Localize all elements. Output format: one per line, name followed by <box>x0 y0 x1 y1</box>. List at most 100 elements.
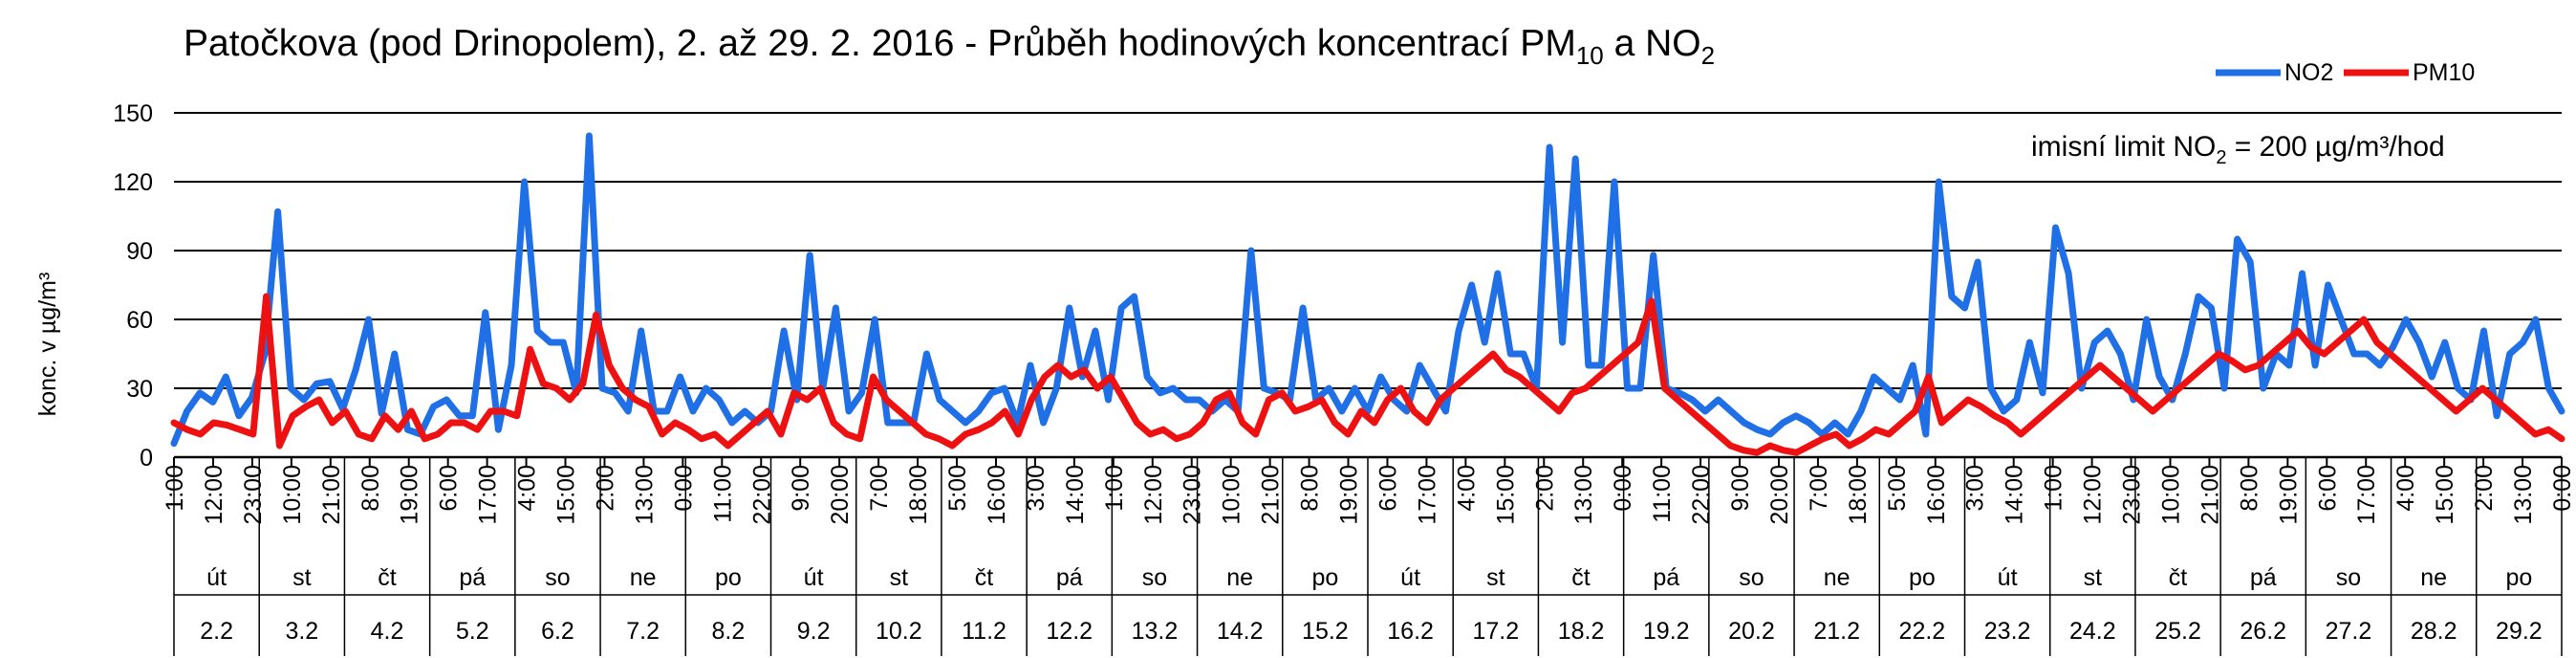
date-label: 10.2 <box>876 618 922 645</box>
legend: NO2 PM10 <box>2216 59 2475 86</box>
x-tick-label: 23:00 <box>1180 465 1206 525</box>
weekday-label: pá <box>1653 564 1679 591</box>
date-label: 20.2 <box>1728 618 1775 645</box>
x-tick-label: 8:00 <box>1297 465 1324 512</box>
date-label: 17.2 <box>1472 618 1519 645</box>
y-tick-label: 150 <box>113 100 153 127</box>
weekday-label: pá <box>459 564 486 591</box>
weekday-label: st <box>890 564 909 591</box>
y-axis-label: konc. v µg/m³ <box>34 273 61 417</box>
weekday-label: čt <box>378 564 397 591</box>
legend-label-pm10: PM10 <box>2413 59 2475 86</box>
weekday-label: so <box>1739 564 1764 591</box>
weekday-label: po <box>2505 564 2532 591</box>
date-label: 23.2 <box>1984 618 2031 645</box>
date-label: 25.2 <box>2154 618 2201 645</box>
x-tick-label: 5:00 <box>1884 465 1911 512</box>
x-tick-label: 18:00 <box>905 465 932 525</box>
date-label: 18.2 <box>1558 618 1605 645</box>
date-label: 28.2 <box>2411 618 2457 645</box>
weekday-label: st <box>292 564 312 591</box>
x-tick-label: 14:00 <box>2002 465 2028 525</box>
y-tick-labels: 0 30 60 90 120 150 <box>113 100 153 472</box>
x-tick-label: 11:00 <box>1649 465 1676 523</box>
weekday-label: út <box>1400 564 1420 591</box>
series-group <box>170 132 2565 456</box>
weekday-label: ne <box>1226 564 1253 591</box>
weekday-label: pá <box>1056 564 1083 591</box>
x-tick-label: 9:00 <box>1727 465 1754 512</box>
x-tick-label: 12:00 <box>1140 465 1167 525</box>
x-tick-label: 4:00 <box>1453 465 1480 512</box>
x-tick-label: 18:00 <box>1845 465 1872 525</box>
weekday-label: st <box>2084 564 2103 591</box>
x-tick-label: 17:00 <box>1414 465 1440 525</box>
date-label: 2.2 <box>200 618 233 645</box>
chart-title: Patočkova (pod Drinopolem), 2. až 29. 2.… <box>184 23 1715 70</box>
legend-label-no2: NO2 <box>2284 59 2333 86</box>
weekday-label: po <box>1311 564 1338 591</box>
x-tick-label: 10:00 <box>1219 465 1245 525</box>
x-axis: 1:00 12:00 23:00 10:00 21:00 8:00 19:00 6:00 17:… <box>162 457 2576 656</box>
x-tick-label: 22:00 <box>1688 465 1715 525</box>
x-tick-label: 14:00 <box>1062 465 1089 525</box>
weekday-label: út <box>1998 564 2018 591</box>
weekday-label: ne <box>1824 564 1851 591</box>
x-tick-label: 21:00 <box>2197 465 2223 525</box>
date-label: 14.2 <box>1217 618 1264 645</box>
limit-annotation: imisní limit NO2 = 200 µg/m³/hod <box>2031 131 2445 168</box>
x-tick-label: 17:00 <box>2353 465 2380 525</box>
date-label: 22.2 <box>1899 618 1946 645</box>
x-tick-label: 13:00 <box>631 465 658 525</box>
x-tick-label: 6:00 <box>436 465 463 512</box>
weekday-label: čt <box>2169 564 2188 591</box>
weekday-label: út <box>206 564 227 591</box>
x-tick-label: 2:00 <box>2471 465 2498 512</box>
x-tick-label: 13:00 <box>2510 465 2537 525</box>
date-label: 7.2 <box>626 618 660 645</box>
date-label: 5.2 <box>456 618 489 645</box>
date-label: 12.2 <box>1046 618 1093 645</box>
x-tick-label: 6:00 <box>2314 465 2341 512</box>
weekday-label: so <box>2336 564 2361 591</box>
date-label: 9.2 <box>797 618 831 645</box>
x-tick-label: 4:00 <box>514 465 541 512</box>
date-label: 4.2 <box>371 618 404 645</box>
x-tick-label: 23:00 <box>2119 465 2146 525</box>
x-tick-label: 3:00 <box>1962 465 1989 512</box>
x-tick-label: 0:00 <box>2549 465 2576 512</box>
x-tick-label: 15:00 <box>2432 465 2458 525</box>
weekday-label: po <box>1909 564 1936 591</box>
x-tick-label: 23:00 <box>240 465 267 525</box>
x-tick-label: 12:00 <box>201 465 227 525</box>
x-tick-label: 17:00 <box>475 465 502 525</box>
x-tick-label: 4:00 <box>2392 465 2419 512</box>
x-tick-label: 7:00 <box>1806 465 1832 512</box>
date-label: 27.2 <box>2326 618 2372 645</box>
weekday-label: ne <box>2420 564 2447 591</box>
y-tick-label: 0 <box>140 445 153 472</box>
x-tick-label: 19:00 <box>397 465 423 525</box>
x-tick-label: 16:00 <box>984 465 1010 525</box>
x-tick-label: 9:00 <box>788 465 814 512</box>
x-tick-label: 2:00 <box>1531 465 1558 512</box>
series-line-pm10 <box>170 293 2565 456</box>
date-label: 19.2 <box>1643 618 1690 645</box>
weekday-label: pá <box>2250 564 2277 591</box>
x-tick-label: 12:00 <box>2080 465 2107 525</box>
x-tick-label: 0:00 <box>670 465 697 512</box>
x-tick-label: 11:00 <box>709 465 736 523</box>
weekday-label: st <box>1486 564 1505 591</box>
x-tick-label: 10:00 <box>279 465 306 525</box>
weekday-label: so <box>545 564 570 591</box>
date-label: 6.2 <box>541 618 574 645</box>
x-tick-label: 20:00 <box>1766 465 1793 525</box>
weekday-label: po <box>715 564 742 591</box>
x-tick-label: 1:00 <box>162 465 188 512</box>
x-tick-label: 19:00 <box>1336 465 1363 525</box>
date-label: 3.2 <box>285 618 318 645</box>
x-tick-label: 8:00 <box>2236 465 2262 512</box>
y-tick-label: 90 <box>126 238 153 265</box>
date-label: 21.2 <box>1813 618 1860 645</box>
